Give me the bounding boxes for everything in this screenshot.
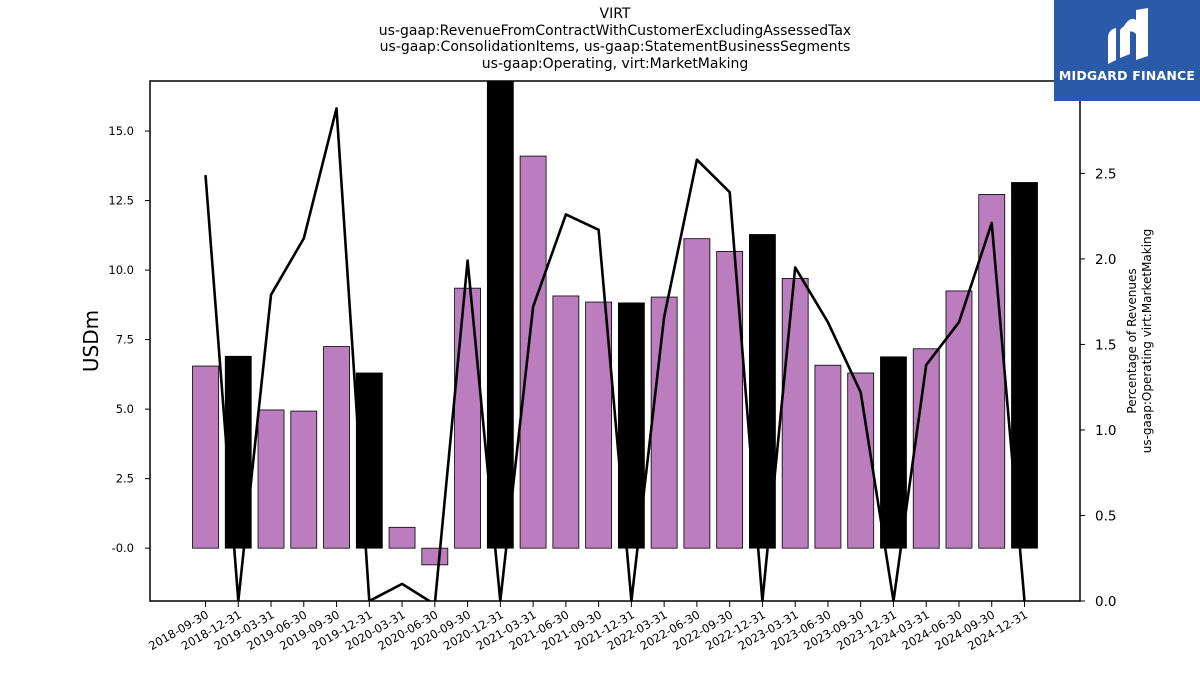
left-axis: -0.0 2.5 5.0 7.5 10.0 12.5 15.0 bbox=[108, 124, 150, 555]
bar-2023-09-30 bbox=[847, 372, 875, 549]
bar-2020-12-31 bbox=[486, 80, 514, 549]
title-line-4: us-gaap:Operating, virt:MarketMaking bbox=[481, 55, 749, 72]
y-tick-label: 5.0 bbox=[116, 402, 134, 416]
title-line-3: us-gaap:ConsolidationItems, us-gaap:Stat… bbox=[379, 39, 851, 55]
logo-text: MIDGARD FINANCE bbox=[1058, 68, 1196, 83]
y2-tick-label: 2.0 bbox=[1095, 252, 1116, 268]
title-line-2: us-gaap:RevenueFromContractWithCustomerE… bbox=[378, 22, 852, 39]
y2-axis-label-line-1: Percentage of Revenues bbox=[1125, 268, 1139, 413]
y2-tick-label: 0.5 bbox=[1095, 508, 1116, 524]
bar-2018-09-30 bbox=[192, 365, 219, 549]
bar-2019-09-30 bbox=[323, 346, 350, 549]
y-tick-label: 10.0 bbox=[108, 263, 134, 277]
bar-2020-03-31 bbox=[388, 526, 416, 549]
x-axis: 2018-09-302018-12-312019-03-312019-06-30… bbox=[146, 601, 1030, 653]
bar-2022-06-30 bbox=[683, 238, 711, 549]
bar-2023-06-30 bbox=[814, 364, 842, 549]
bars bbox=[192, 80, 1038, 566]
plot-frame bbox=[149, 80, 1081, 602]
y2-tick-label: 1.0 bbox=[1095, 423, 1116, 439]
y-tick-label: 2.5 bbox=[116, 472, 134, 486]
y-tick-label: -0.0 bbox=[112, 541, 134, 555]
percentage-line bbox=[204, 107, 1026, 601]
bar-2021-09-30 bbox=[585, 301, 613, 549]
bar-2019-03-31 bbox=[257, 409, 285, 549]
bar-2023-03-31 bbox=[781, 278, 809, 549]
y2-tick-label: 1.5 bbox=[1095, 337, 1116, 353]
midgard-logo-icon bbox=[1108, 8, 1148, 64]
bar-2024-06-30 bbox=[945, 290, 973, 549]
right-axis: 0.0 0.5 1.0 1.5 2.0 2.5 bbox=[1080, 166, 1116, 610]
bar-2023-12-31 bbox=[880, 356, 907, 549]
y2-tick-label: 2.5 bbox=[1095, 166, 1116, 182]
bar-2024-09-30 bbox=[978, 194, 1006, 549]
y-tick-label: 15.0 bbox=[108, 124, 134, 138]
y2-axis-label-line-2: us-gaap:Operating virt:MarketMaking bbox=[1140, 229, 1154, 454]
y-tick-label: 12.5 bbox=[108, 194, 134, 208]
y2-tick-label: 0.0 bbox=[1095, 594, 1116, 610]
bar-2021-06-30 bbox=[552, 295, 580, 549]
chart-title: VIRT us-gaap:RevenueFromContractWithCust… bbox=[150, 6, 1080, 72]
bar-2019-06-30 bbox=[290, 410, 318, 549]
bar-2024-03-31 bbox=[912, 348, 940, 549]
bar-2021-03-31 bbox=[519, 155, 547, 549]
percentage-line-series bbox=[204, 107, 1026, 601]
midgard-finance-logo: MIDGARD FINANCE bbox=[1054, 0, 1200, 101]
bar-2022-03-31 bbox=[650, 296, 678, 549]
y-tick-label: 7.5 bbox=[116, 333, 134, 347]
title-line-1: VIRT bbox=[599, 6, 631, 22]
bar-2020-06-30 bbox=[421, 547, 449, 566]
y-axis-label: USDm bbox=[79, 310, 103, 372]
bar-2020-09-30 bbox=[454, 287, 481, 549]
